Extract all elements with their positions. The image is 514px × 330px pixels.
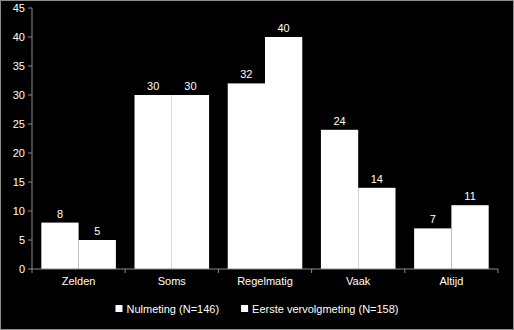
y-tick (28, 182, 32, 183)
y-tick-label: 25 (13, 118, 25, 130)
bar (358, 188, 395, 269)
y-tick-label: 35 (13, 60, 25, 72)
data-label: 14 (371, 173, 383, 185)
data-label: 32 (240, 68, 252, 80)
y-tick (28, 240, 32, 241)
data-label: 5 (94, 225, 100, 237)
legend-marker (241, 305, 248, 312)
y-tick (28, 37, 32, 38)
legend: Nulmeting (N=146) Eerste vervolgmeting (N… (115, 303, 398, 315)
data-label: 30 (184, 80, 196, 92)
data-label: 40 (278, 22, 290, 34)
y-tick-label: 15 (13, 176, 25, 188)
y-tick (28, 269, 32, 270)
data-label: 7 (430, 213, 436, 225)
data-label: 8 (57, 208, 63, 220)
y-tick (28, 124, 32, 125)
y-tick-label: 0 (19, 263, 25, 275)
y-tick (28, 66, 32, 67)
data-label: 30 (147, 80, 159, 92)
legend-marker (115, 305, 122, 312)
y-tick (28, 153, 32, 154)
bar (321, 130, 358, 269)
bar (172, 95, 209, 269)
y-axis (32, 8, 33, 269)
bar (135, 95, 172, 269)
y-tick-label: 40 (13, 31, 25, 43)
x-tick (32, 269, 33, 273)
bar (79, 240, 116, 269)
x-tick-label: Zelden (62, 275, 96, 287)
x-axis (32, 269, 498, 270)
y-tick (28, 211, 32, 212)
y-tick (28, 8, 32, 9)
x-tick-label: Regelmatig (237, 275, 293, 287)
y-tick-label: 10 (13, 205, 25, 217)
data-label: 11 (464, 190, 475, 202)
y-tick-label: 20 (13, 147, 25, 159)
x-tick (404, 269, 405, 273)
x-tick-label: Soms (158, 275, 187, 287)
x-tick (311, 269, 312, 273)
bar (228, 83, 265, 269)
x-tick (218, 269, 219, 273)
y-tick-label: 5 (19, 234, 25, 246)
y-tick-label: 30 (13, 89, 25, 101)
x-tick (125, 269, 126, 273)
bar (414, 228, 451, 269)
legend-label: Nulmeting (N=146) (126, 303, 219, 315)
frame (1, 1, 514, 330)
background (0, 0, 514, 330)
x-tick-label: Vaak (346, 275, 371, 287)
bars (41, 37, 488, 269)
y-tick (28, 95, 32, 96)
x-tick (498, 269, 499, 273)
bar (265, 37, 302, 269)
x-tick-label: Altijd (439, 275, 463, 287)
legend-label: Eerste vervolgmeting (N=158) (252, 303, 398, 315)
bar (41, 223, 78, 269)
data-label: 24 (333, 115, 345, 127)
chart: 0 5 10 15 20 25 30 35 40 45 8 30 32 24 7 5 30 40 14 11 Zelde… (0, 0, 514, 330)
y-tick-label: 45 (13, 2, 25, 14)
bar (451, 205, 488, 269)
